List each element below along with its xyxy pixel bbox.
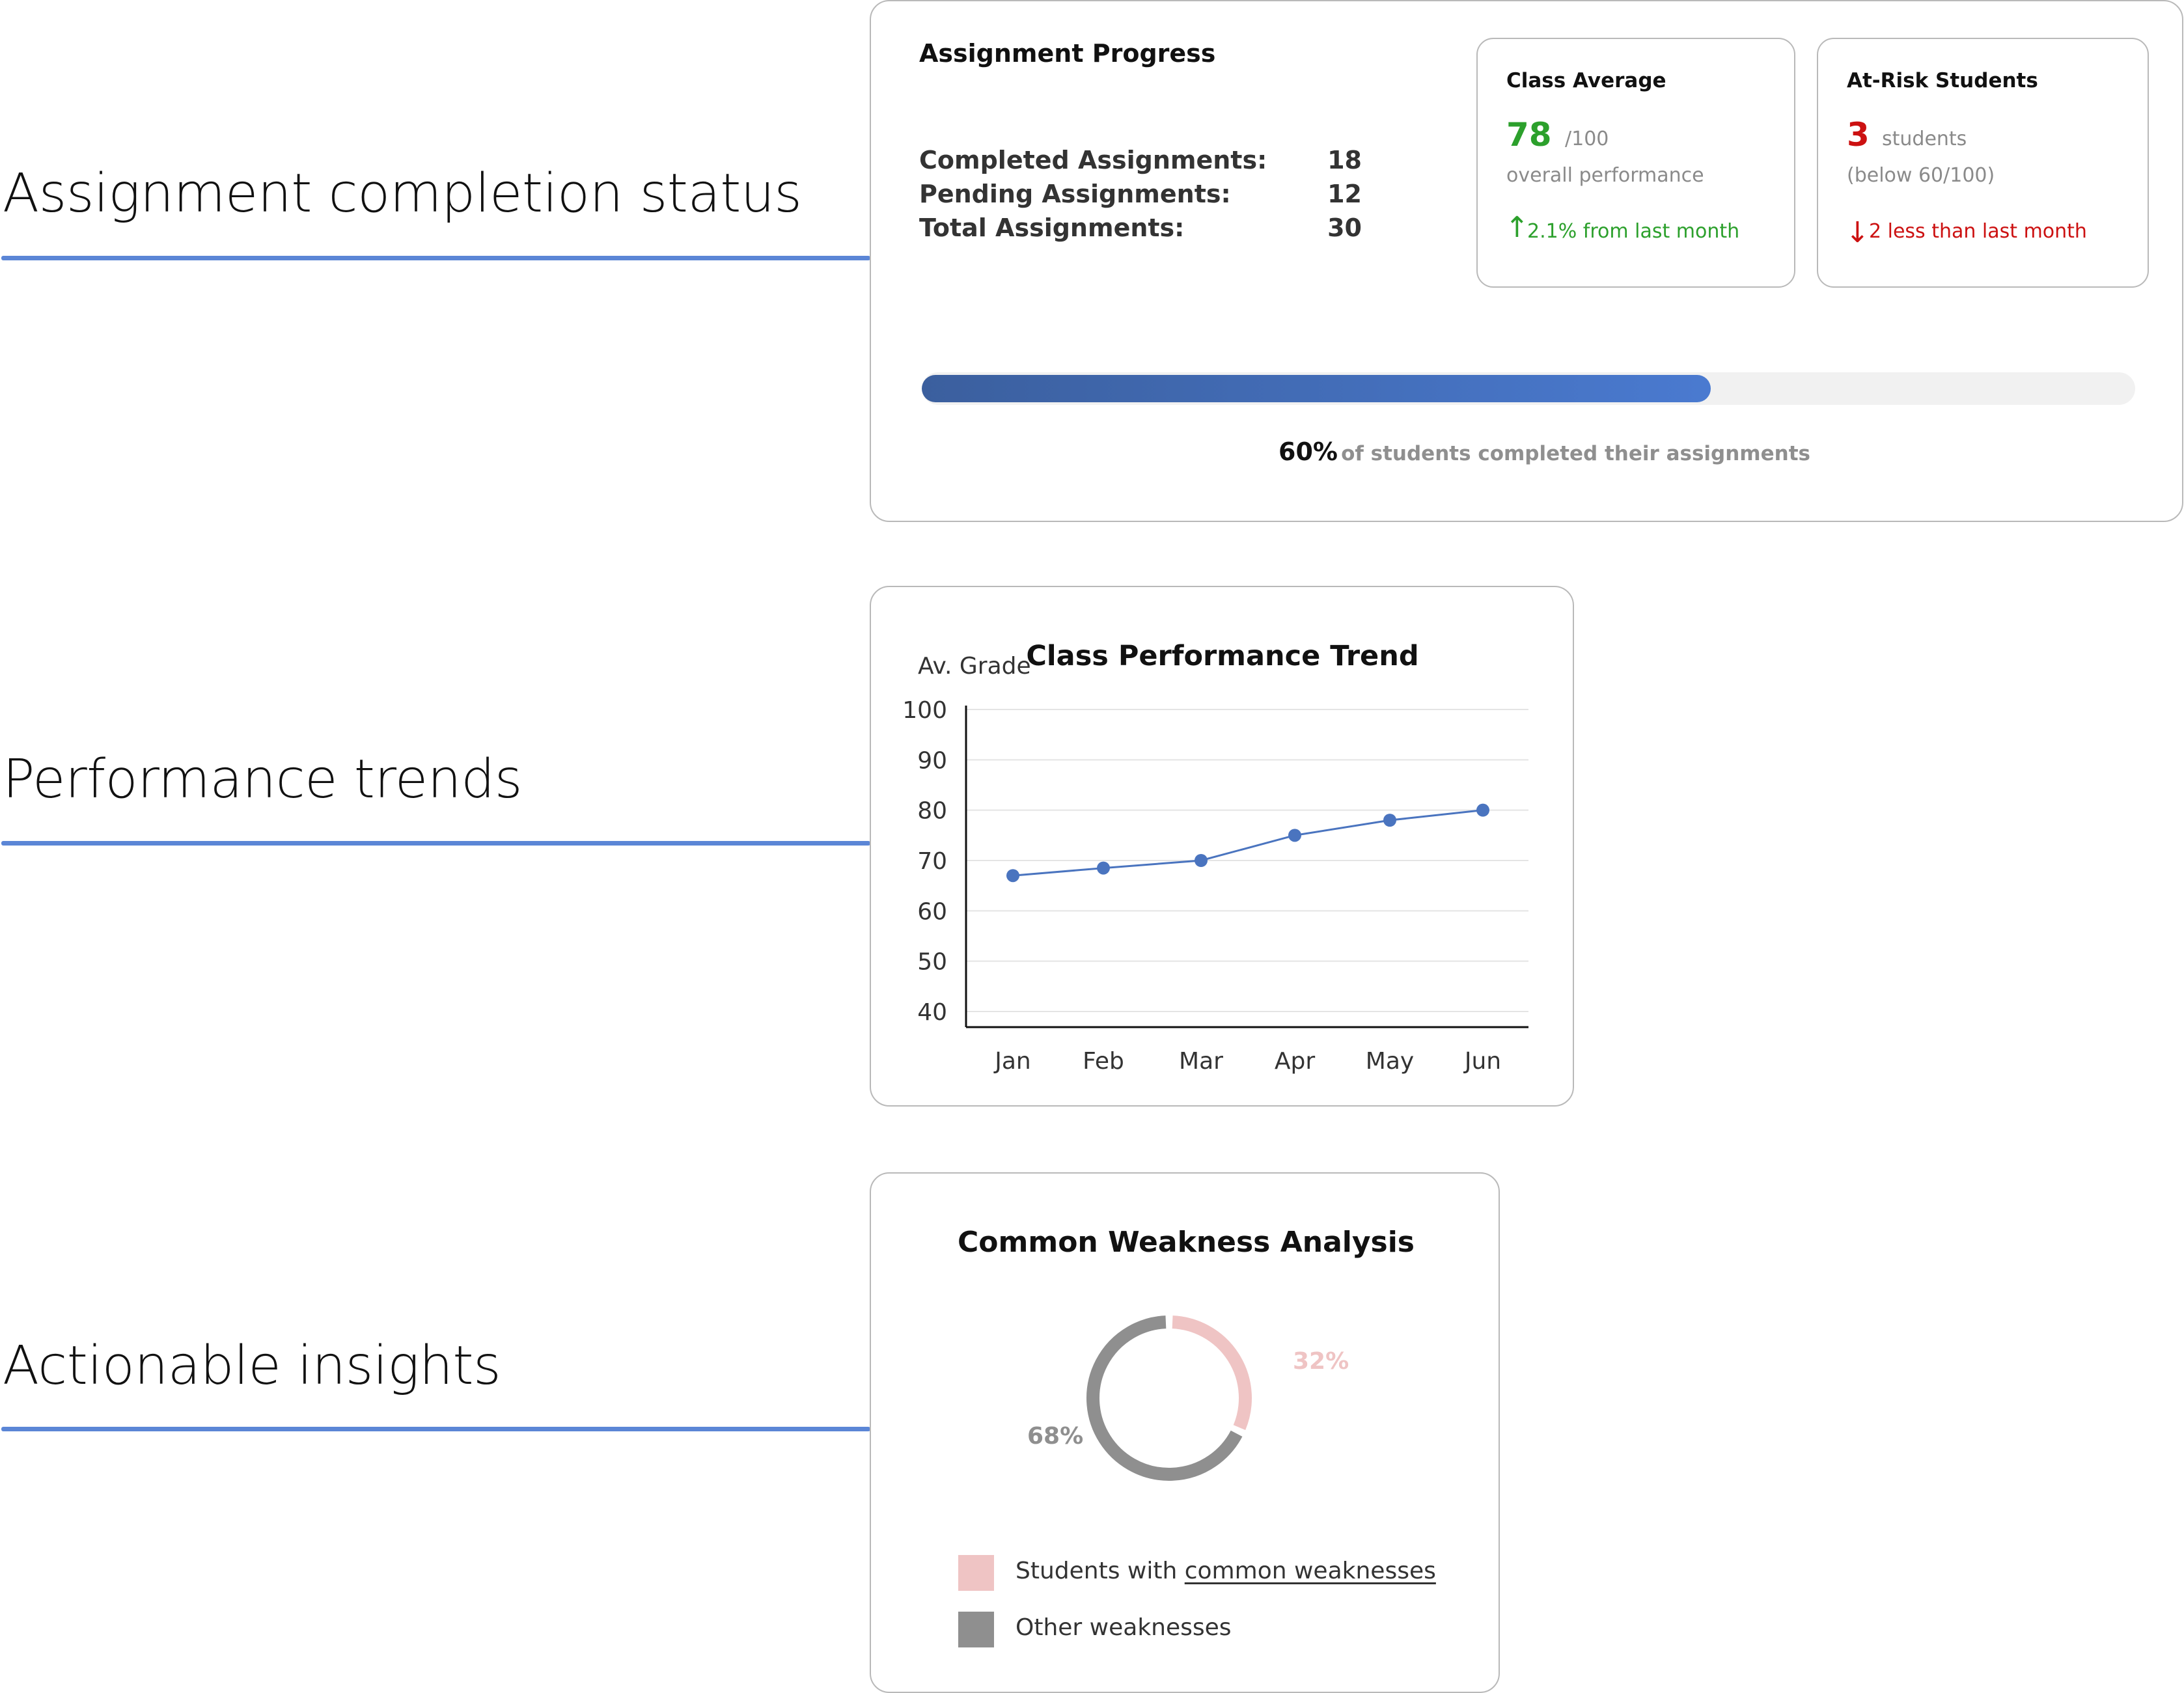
performance-trend-card: Class Performance Trend Av. Grade 100 90 8… xyxy=(870,586,1574,1107)
y-tick-label: 60 xyxy=(917,898,947,925)
y-tick-label: 70 xyxy=(917,848,947,875)
legend-swatch-other xyxy=(958,1612,994,1647)
donut-label-common: 32% xyxy=(1293,1348,1349,1375)
section-divider-assignment xyxy=(1,256,870,260)
assignment-progress-card: Assignment Progress Completed Assignment… xyxy=(870,0,2183,522)
completed-assignments-value: 18 xyxy=(1327,146,1362,174)
y-tick-label: 50 xyxy=(917,949,947,976)
at-risk-title: At-Risk Students xyxy=(1847,69,2038,92)
class-average-suffix: /100 xyxy=(1565,128,1609,150)
y-tick-label: 90 xyxy=(917,747,947,774)
line-chart-x-ticks: Jan Feb Mar Apr May Jun xyxy=(993,1048,1501,1075)
y-tick-label: 80 xyxy=(917,798,947,825)
x-tick-label: Feb xyxy=(1083,1048,1124,1075)
series-line xyxy=(1012,809,1484,877)
legend-label-common: Students with common weaknesses xyxy=(1016,1558,1436,1584)
progress-card-title: Assignment Progress xyxy=(919,39,1216,68)
pending-assignments-label: Pending Assignments: xyxy=(919,180,1231,208)
completion-caption-text: of students completed their assignments xyxy=(1341,442,1810,465)
donut-chart-title: Common Weakness Analysis xyxy=(958,1226,1415,1259)
at-risk-trend: 2 less than last month xyxy=(1869,220,2087,243)
x-tick-label: Jun xyxy=(1463,1048,1501,1075)
common-weaknesses-link[interactable]: common weaknesses xyxy=(1184,1558,1436,1584)
legend-swatch-common xyxy=(958,1555,994,1591)
section-title-insights: Actionable insights xyxy=(3,1335,501,1397)
class-average-value: 78 xyxy=(1506,116,1552,154)
legend-label-common-text: Students with xyxy=(1016,1558,1185,1584)
line-chart-y-ticks: 100 90 80 70 60 50 40 xyxy=(902,697,947,1026)
data-point xyxy=(1006,869,1019,883)
data-point xyxy=(1476,803,1489,817)
at-risk-suffix: students xyxy=(1882,128,1967,150)
completion-caption: 60% of students completed their assignme… xyxy=(1279,437,1810,466)
weakness-analysis-card: Common Weakness Analysis 32% 68% Student… xyxy=(870,1172,1500,1693)
performance-line-chart: Class Performance Trend Av. Grade 100 90 8… xyxy=(902,640,1528,1075)
section-title-trends: Performance trends xyxy=(3,749,522,810)
donut-slice-common xyxy=(1172,1315,1252,1431)
y-tick-label: 40 xyxy=(917,999,947,1026)
section-title-assignment: Assignment completion status xyxy=(3,163,802,225)
completion-progress-bar xyxy=(922,372,2135,405)
line-chart-y-label: Av. Grade xyxy=(918,653,1031,680)
x-tick-label: Mar xyxy=(1179,1048,1223,1075)
completion-progress-fill xyxy=(922,375,1711,402)
weakness-donut-chart: Common Weakness Analysis 32% 68% xyxy=(958,1226,1415,1481)
y-tick-label: 100 xyxy=(902,697,947,724)
line-chart-grid xyxy=(966,709,1528,1012)
x-tick-label: Jan xyxy=(993,1048,1031,1075)
data-point xyxy=(1195,854,1208,867)
donut-slice-other xyxy=(1086,1315,1243,1481)
class-average-caption: overall performance xyxy=(1506,164,1704,187)
donut-label-other: 68% xyxy=(1027,1423,1083,1450)
section-divider-insights xyxy=(1,1427,870,1431)
class-average-trend: 2.1% from last month xyxy=(1527,220,1740,243)
line-chart-title: Class Performance Trend xyxy=(1026,640,1418,672)
at-risk-caption: (below 60/100) xyxy=(1847,164,1995,187)
class-average-card: Class Average 78 /100 overall performanc… xyxy=(1476,38,1795,288)
class-average-title: Class Average xyxy=(1506,69,1666,92)
total-assignments-value: 30 xyxy=(1327,213,1362,242)
pending-assignments-value: 12 xyxy=(1327,180,1362,208)
completed-assignments-label: Completed Assignments: xyxy=(919,146,1267,174)
data-point xyxy=(1288,829,1301,842)
completion-percent: 60% xyxy=(1279,437,1338,466)
data-point xyxy=(1383,814,1396,827)
at-risk-students-card: At-Risk Students 3 students (below 60/10… xyxy=(1817,38,2149,288)
arrow-up-icon: ↑ xyxy=(1505,211,1529,244)
section-divider-trends xyxy=(1,841,870,846)
arrow-down-icon: ↓ xyxy=(1845,216,1870,249)
x-tick-label: May xyxy=(1366,1048,1414,1075)
donut-slices xyxy=(1086,1315,1252,1481)
data-point xyxy=(1097,861,1110,875)
at-risk-value: 3 xyxy=(1847,116,1870,154)
x-tick-label: Apr xyxy=(1275,1048,1315,1075)
total-assignments-label: Total Assignments: xyxy=(919,213,1185,242)
legend-label-other: Other weaknesses xyxy=(1016,1614,1232,1641)
line-chart-series xyxy=(1006,803,1489,883)
